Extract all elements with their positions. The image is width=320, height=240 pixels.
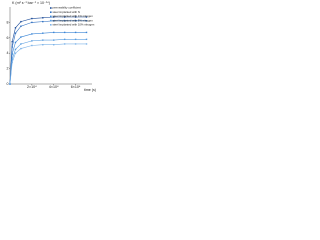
marker (20, 36, 22, 38)
y-axis-title: K (m² s⁻¹ bar⁻¹ × 10⁻¹⁴) (12, 1, 50, 5)
legend-label: permeability coefficient (53, 6, 82, 10)
marker (85, 16, 88, 18)
marker (74, 16, 77, 18)
marker (74, 38, 77, 41)
legend-swatch (50, 24, 52, 26)
series-line (9, 39, 87, 85)
marker (53, 44, 55, 46)
marker (20, 43, 22, 45)
legend-swatch (50, 7, 52, 9)
marker (63, 38, 66, 41)
marker (53, 31, 55, 34)
marker (53, 39, 55, 41)
marker (11, 61, 13, 64)
marker (63, 16, 66, 18)
marker (85, 31, 88, 34)
marker (85, 43, 88, 45)
marker (14, 27, 17, 29)
legend-label: steel implanted with 5% nitrogen (53, 18, 94, 22)
marker (11, 58, 13, 61)
legend-swatch (50, 11, 52, 13)
marker (42, 17, 44, 19)
marker (31, 40, 33, 42)
marker (14, 48, 17, 51)
marker (63, 31, 66, 34)
x-tick-label: 4×10⁴ (49, 85, 59, 89)
series-line (9, 32, 87, 85)
legend-swatch (50, 19, 52, 22)
marker (20, 47, 22, 50)
y-tick-label: 4 (7, 51, 9, 55)
series-line (9, 20, 87, 85)
marker (14, 52, 17, 54)
y-tick-label: 2 (7, 67, 9, 71)
marker (9, 83, 11, 85)
x-tick-label: 2×10⁴ (27, 85, 37, 89)
chart: K (m² s⁻¹ bar⁻¹ × 10⁻¹⁴) time (s) 0 2 4 6 8 2… (7, 1, 97, 92)
marker (31, 21, 33, 24)
marker (85, 38, 88, 41)
y-tick-label: 8 (7, 20, 9, 24)
series-line (9, 16, 87, 85)
series-line (9, 43, 87, 85)
marker (20, 25, 22, 27)
y-tick-label: 0 (7, 82, 9, 86)
marker (20, 20, 22, 23)
legend-swatch (50, 15, 52, 18)
marker (11, 53, 13, 55)
marker (31, 33, 33, 35)
marker (42, 39, 44, 41)
marker (42, 44, 44, 46)
legend-label: steel implanted with N (53, 10, 80, 14)
marker (63, 20, 66, 22)
x-tick-label: 6×10⁴ (71, 85, 81, 89)
marker (42, 32, 44, 34)
legend-label: steel implanted with 1% nitrogen (53, 14, 94, 18)
marker (11, 40, 13, 43)
marker (11, 46, 13, 48)
marker (63, 43, 66, 45)
marker (74, 31, 77, 34)
marker (42, 20, 44, 23)
marker (53, 20, 55, 22)
legend-label: steel implanted with 10% nitrogen (53, 23, 95, 27)
marker (14, 32, 17, 34)
marker (14, 41, 17, 44)
marker (31, 44, 33, 47)
y-tick-label: 6 (7, 36, 9, 40)
marker (85, 20, 88, 22)
marker (74, 20, 77, 22)
marker (74, 43, 77, 45)
marker (53, 16, 55, 18)
x-axis-title: time (s) (84, 88, 96, 92)
marker (31, 17, 33, 20)
